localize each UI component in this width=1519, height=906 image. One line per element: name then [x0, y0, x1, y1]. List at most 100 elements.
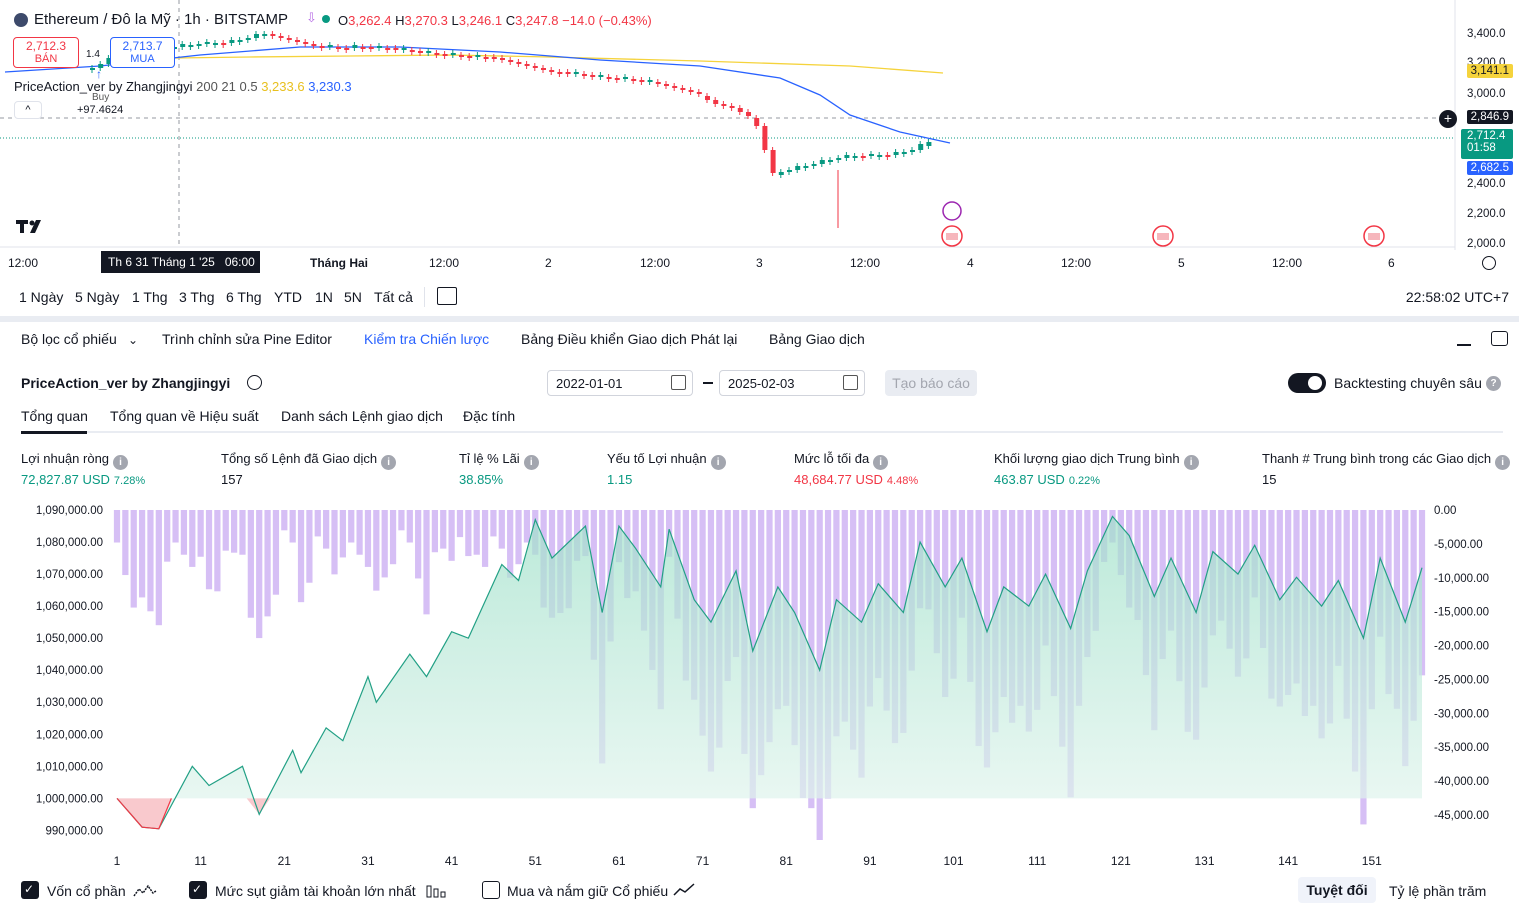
time-tick-label: 12:00: [8, 256, 39, 270]
timeframe-button[interactable]: 5N: [344, 289, 362, 305]
metric-percent: 0.22%: [1068, 475, 1101, 487]
deep-backtest-toggle[interactable]: [1288, 373, 1326, 393]
pane-separator[interactable]: [0, 316, 1519, 322]
candle: [549, 70, 555, 72]
equity-y-tick: 1,010,000.00: [36, 761, 103, 773]
date-to-input[interactable]: 2025-02-03: [719, 370, 865, 396]
help-icon[interactable]: ?: [1486, 376, 1501, 391]
indicator-name: PriceAction_ver by Zhangjingyi: [14, 79, 193, 94]
price-chart-canvas[interactable]: [0, 0, 1519, 250]
info-icon[interactable]: i: [381, 455, 397, 470]
candle: [368, 47, 374, 49]
candle: [508, 60, 514, 62]
candle: [852, 156, 858, 158]
price-tick-label: 2,200.0: [1467, 208, 1506, 220]
info-icon[interactable]: i: [873, 455, 889, 470]
info-icon[interactable]: i: [710, 455, 726, 470]
candle: [565, 72, 571, 74]
drawdown-checkbox[interactable]: ✓: [189, 881, 207, 899]
subtab-underline-track: [21, 431, 1503, 433]
candle: [787, 170, 792, 172]
chevron-down-icon[interactable]: ⌄: [128, 333, 139, 347]
subtab-overview[interactable]: Tổng quan: [21, 408, 88, 424]
tab-stock-screener[interactable]: Bộ lọc cổ phiếu: [21, 331, 117, 347]
price-chart-pane[interactable]: Ethereum / Đô la Mỹ · 1h · BITSTAMP ⇩ O3…: [0, 0, 1519, 316]
timeframe-button[interactable]: 1N: [315, 289, 333, 305]
open-value: 3,262.4: [348, 13, 392, 28]
clock-timezone[interactable]: 22:58:02 UTC+7: [1405, 289, 1509, 305]
settings-gear-icon[interactable]: [1482, 256, 1496, 270]
maximize-panel-icon[interactable]: [1491, 331, 1508, 346]
info-icon[interactable]: i: [1495, 455, 1511, 470]
drawdown-y-tick: -5,000.00: [1434, 539, 1483, 551]
minimize-panel-icon[interactable]: [1457, 344, 1471, 346]
date-range-icon[interactable]: [437, 287, 457, 305]
drawdown-y-tick: -20,000.00: [1434, 641, 1489, 653]
absolute-toggle-button[interactable]: Tuyệt đối: [1298, 877, 1376, 903]
add-alert-icon[interactable]: +: [1439, 110, 1457, 128]
equity-x-tick: 101: [944, 854, 964, 868]
candle: [918, 144, 924, 150]
subtab-properties[interactable]: Đặc tính: [463, 408, 516, 424]
metric-amount: 72,827.87 USD: [21, 472, 110, 487]
drawdown-bar: [272, 510, 280, 595]
time-tick-label: Tháng Hai: [310, 256, 369, 270]
timeframe-button[interactable]: YTD: [274, 289, 302, 305]
lightning-event-icon[interactable]: [942, 201, 962, 221]
equity-checkbox[interactable]: ✓: [21, 881, 39, 899]
percent-toggle-button[interactable]: Tỷ lệ phần trăm: [1389, 883, 1487, 899]
tab-replay-panel[interactable]: Bảng Điều khiển Giao dịch Phát lại: [521, 331, 738, 347]
date-from-input[interactable]: 2022-01-01: [547, 370, 693, 396]
drawdown-bar: [197, 510, 204, 557]
subtab-performance[interactable]: Tổng quan về Hiệu suất: [110, 408, 259, 424]
metric-header: Khối lượng giao dịch Trung bình i: [994, 451, 1199, 470]
info-icon[interactable]: i: [523, 455, 539, 470]
tab-strategy-tester[interactable]: Kiểm tra Chiến lược: [364, 331, 490, 347]
candle: [270, 34, 276, 36]
sell-price: 2,712.3: [25, 39, 67, 53]
sell-button[interactable]: 2,712.3 BÁN: [13, 37, 79, 68]
metric-percent: 7.28%: [113, 475, 146, 487]
metric-label: Lợi nhuận ròng: [21, 451, 110, 466]
calendar-icon[interactable]: [843, 375, 858, 390]
candle: [828, 160, 833, 162]
tab-trading-panel[interactable]: Bảng Giao dịch: [769, 331, 865, 347]
candle: [573, 72, 579, 74]
candle: [360, 47, 366, 49]
timeframe-button[interactable]: 5 Ngày: [75, 289, 120, 305]
candle: [860, 156, 866, 158]
tab-pine-editor[interactable]: Trình chỉnh sửa Pine Editor: [162, 331, 332, 347]
info-icon[interactable]: i: [113, 455, 129, 470]
candle: [582, 74, 587, 76]
info-icon[interactable]: i: [1183, 455, 1199, 470]
strategy-settings-icon[interactable]: [247, 375, 262, 390]
equity-y-tick: 1,070,000.00: [36, 569, 103, 581]
candle: [762, 126, 768, 150]
buy-button[interactable]: 2,713.7 MUA: [110, 37, 175, 68]
timeframe-button[interactable]: 1 Thg: [132, 289, 168, 305]
collapse-legend-button[interactable]: ^: [14, 101, 42, 119]
timeframe-button[interactable]: 1 Ngày: [19, 289, 64, 305]
buyhold-checkbox[interactable]: [482, 881, 500, 899]
candle: [426, 51, 432, 53]
calendar-icon[interactable]: [671, 375, 686, 390]
equity-x-tick: 131: [1194, 854, 1214, 868]
generate-report-button[interactable]: Tạo báo cáo: [885, 370, 977, 396]
candle: [590, 75, 596, 77]
symbol-title[interactable]: Ethereum / Đô la Mỹ · 1h · BITSTAMP: [34, 11, 288, 28]
timeframe-button[interactable]: 3 Thg: [179, 289, 215, 305]
drawdown-bar: [473, 510, 480, 555]
candle: [90, 68, 95, 70]
ethereum-icon: [14, 13, 28, 27]
drawdown-bar: [230, 510, 238, 553]
equity-chart[interactable]: 1,090,000.00 1,080,000.00 1,070,000.00 1,06…: [0, 495, 1519, 870]
drawdown-bar: [481, 510, 489, 567]
timeframe-button[interactable]: 6 Thg: [226, 289, 262, 305]
indicator-legend[interactable]: PriceAction_ver by Zhangjingyi 200 21 0.…: [14, 79, 352, 94]
subtab-trade-list[interactable]: Danh sách Lệnh giao dịch: [281, 408, 443, 424]
indicator-params: 200 21 0.5: [196, 79, 258, 94]
drawdown-y-tick: -15,000.00: [1434, 607, 1489, 619]
timeframe-button[interactable]: Tất cả: [374, 289, 413, 305]
buy-arrow-icon: ↑: [96, 67, 102, 81]
candle: [385, 48, 391, 50]
